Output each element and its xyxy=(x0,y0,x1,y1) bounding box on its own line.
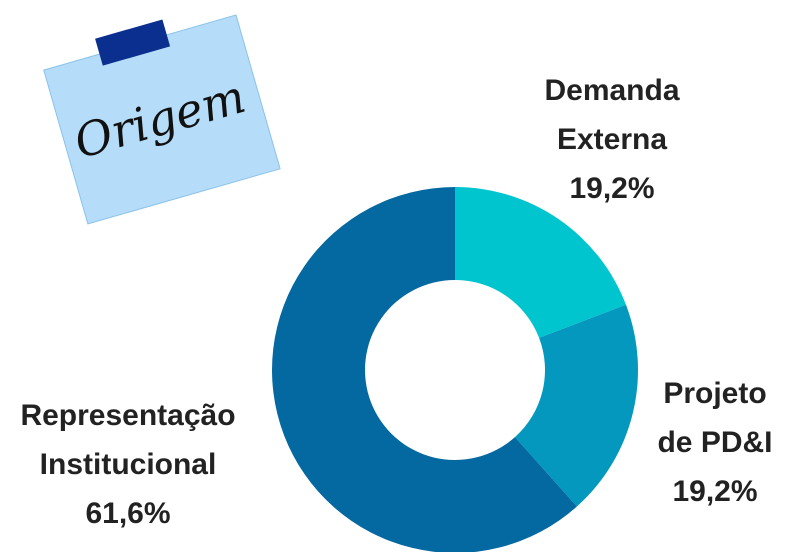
value-label: 61,6% xyxy=(3,489,253,538)
label: Projeto de PD&I 19,2% xyxy=(650,369,780,516)
value-label: 19,2% xyxy=(650,467,780,516)
value-label: 19,2% xyxy=(532,164,692,213)
sticky-note: Origem xyxy=(39,0,280,224)
page: Origem Demanda Externa 19,2% Projeto de … xyxy=(0,0,786,552)
label: Representação Institucional 61,6% xyxy=(3,391,253,538)
category-label: Representação Institucional xyxy=(3,391,253,489)
category-label: Demanda Externa xyxy=(532,66,692,164)
category-label: Projeto de PD&I xyxy=(650,369,780,467)
label: Demanda Externa 19,2% xyxy=(532,66,692,213)
